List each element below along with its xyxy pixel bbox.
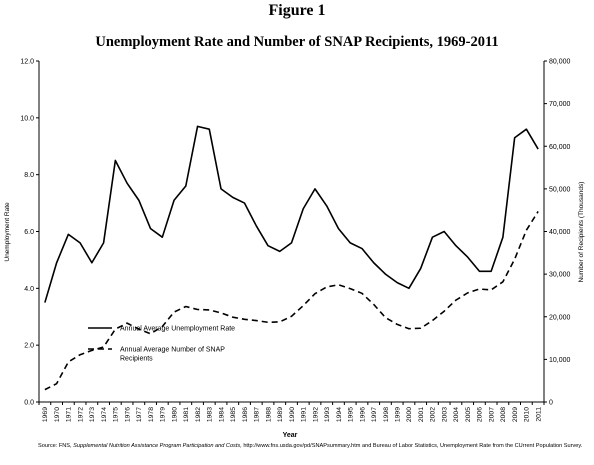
y-tick-label: 2.0 [24,343,34,350]
x-tick-label: 1998 [383,407,390,422]
x-tick-label: 1994 [336,407,343,422]
x-tick-label: 1977 [136,407,143,422]
y-tick-label: 12.0 [20,59,34,66]
y2-tick-label: 20,000 [549,314,571,321]
x-tick-label: 1987 [254,407,261,422]
x-tick-label: 2008 [500,407,507,422]
y2-tick-label: 10,000 [549,357,571,364]
axes: 0.0 2.0 4.0 6.0 8.0 10.0 12.0 0 10,000 20,000 30,0… [20,59,570,423]
source-prefix: Source: FNS, [38,443,74,449]
y-tick-label: 4.0 [24,286,34,293]
legend: Annual Average Unemployment Rate Annual A… [88,326,235,363]
legend-label: Annual Average Number of SNAP Recipients [120,347,225,363]
y2-tick-label: 50,000 [549,186,571,193]
x-tick-label: 1983 [207,407,214,422]
x-tick-label: 1972 [77,407,84,422]
legend-label-line: Recipients [120,356,153,363]
x-tick-label: 1986 [242,407,249,422]
source-title: Supplemental Nutrition Assistance Progra… [73,443,242,449]
x-tick-label: 1984 [218,407,225,422]
unemployment-rate-line [44,125,539,303]
x-tick-label: 1990 [289,407,296,422]
x-tick-label: 2010 [524,407,531,422]
x-tick-label: 2003 [441,407,448,422]
x-tick-label: 2004 [453,407,460,422]
y2-tick-label: 70,000 [549,101,571,108]
x-tick-label: 1974 [101,407,108,422]
x-tick-label: 1988 [265,407,272,422]
x-tick-label: 1976 [124,407,131,422]
y-tick-label: 6.0 [24,229,34,236]
y-tick-label: 0.0 [24,400,34,407]
x-tick-label: 2009 [512,407,519,422]
snap-recipients-line [44,211,539,391]
x-tick-label: 2000 [406,407,413,422]
source-suffix: http://www.fns.usda.gov/pd/SNAPsummary.h… [241,443,583,449]
x-axis-title: Year [283,432,298,439]
line-chart: 0.0 2.0 4.0 6.0 8.0 10.0 12.0 0 10,000 20,000 30,0… [4,59,585,440]
figure-label: Figure 1 [268,2,326,19]
x-tick-label: 1980 [171,407,178,422]
x-tick-label: 1989 [277,407,284,422]
y2-tick-label: 30,000 [549,272,571,279]
y-axis-title: Unemployment Rate [4,202,11,262]
y2-tick-label: 80,000 [549,59,571,66]
legend-label-line: Annual Average Number of SNAP [120,347,225,354]
y2-tick-label: 40,000 [549,229,571,236]
x-tick-label: 1996 [359,407,366,422]
y2-tick-label: 0 [549,400,553,407]
x-tick-label: 1985 [230,407,237,422]
x-tick-label: 2001 [418,407,425,422]
x-tick-label: 1995 [348,407,355,422]
legend-label: Annual Average Unemployment Rate [120,326,235,333]
x-tick-label: 1991 [301,407,308,422]
series-lines [44,125,539,391]
x-tick-label: 1973 [89,407,96,422]
source-note: Source: FNS, Supplemental Nutrition Assi… [38,443,583,450]
x-tick-label: 1993 [324,407,331,422]
x-tick-label: 1999 [394,407,401,422]
y-tick-label: 10.0 [20,115,34,122]
x-tick-label: 1969 [42,407,49,422]
x-tick-label: 2005 [465,407,472,422]
x-tick-label: 1978 [148,407,155,422]
x-tick-label: 1981 [183,407,190,422]
x-tick-label: 2007 [488,407,495,422]
x-tick-label: 1997 [371,407,378,422]
x-tick-label: 1992 [312,407,319,422]
x-tick-label: 1979 [160,407,167,422]
x-tick-label: 2002 [430,407,437,422]
x-tick-label: 1971 [66,407,73,422]
x-tick-label: 2006 [477,407,484,422]
chart-title: Unemployment Rate and Number of SNAP Rec… [95,34,499,50]
x-tick-label: 2011 [535,407,542,422]
y2-axis-title: Number of Recipients (Thousands) [578,182,585,283]
y2-tick-label: 60,000 [549,144,571,151]
x-tick-label: 1975 [113,407,120,422]
x-tick-label: 1970 [54,407,61,422]
x-tick-label: 1982 [195,407,202,422]
y-tick-label: 8.0 [24,172,34,179]
